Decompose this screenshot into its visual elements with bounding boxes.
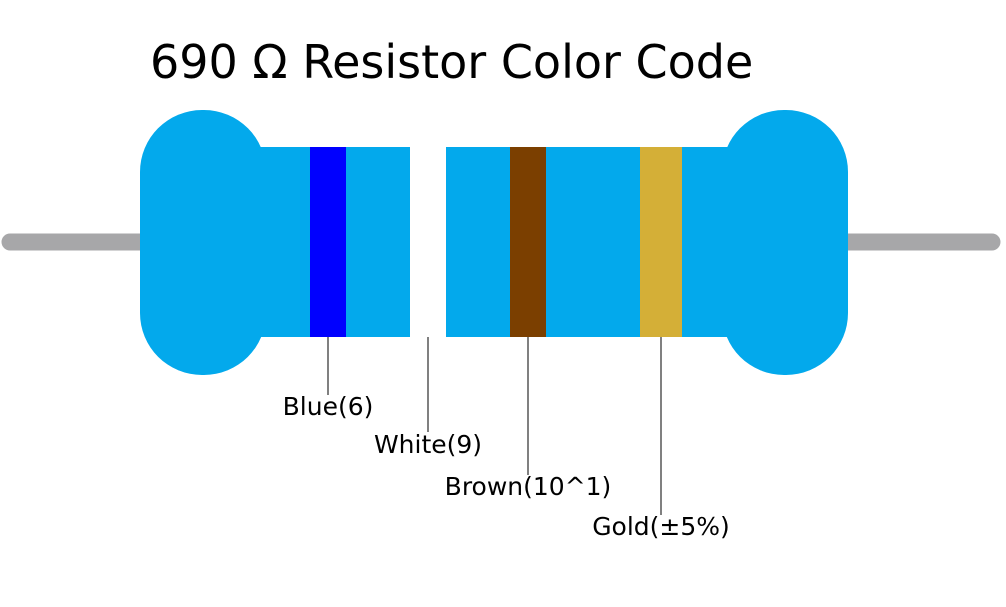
color-band [310,147,346,337]
color-band [410,147,446,337]
band-label: White(9) [374,430,482,459]
body-end-right [722,110,848,375]
band-label: Brown(10^1) [445,472,612,501]
band-label: Gold(±5%) [592,512,730,541]
body-end-left [140,110,266,375]
band-label: Blue(6) [283,392,374,421]
bands: Blue(6)White(9) Brown(10^1) Gold(±5%) [283,147,730,541]
title: 690 Ω Resistor Color Code [150,35,753,89]
color-band [510,147,546,337]
color-band [640,147,682,337]
